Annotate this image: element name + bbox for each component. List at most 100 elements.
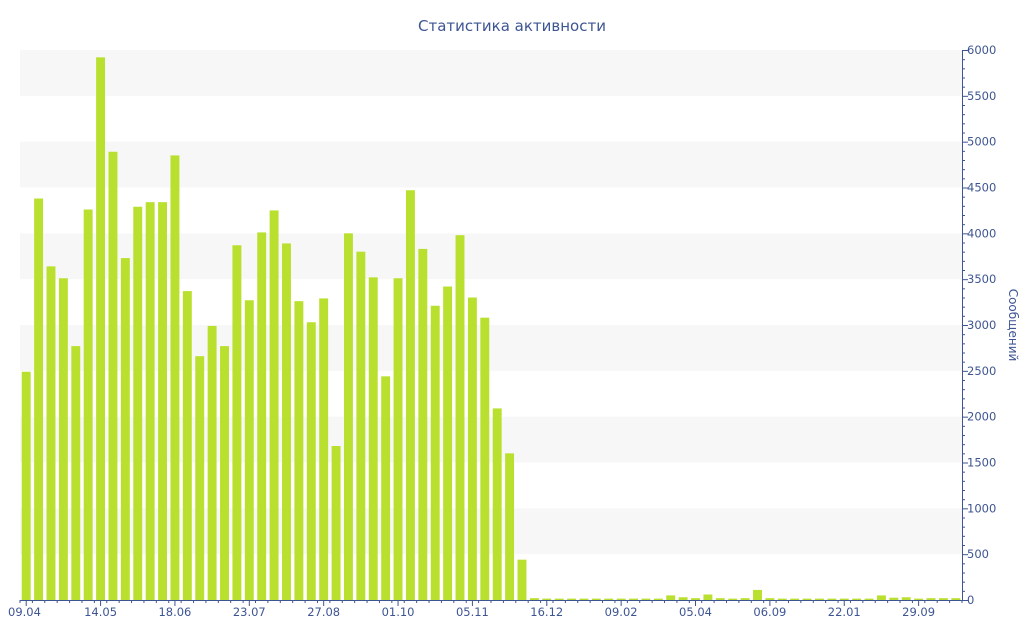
- bar: [133, 206, 143, 600]
- y-tick-label: 4000: [967, 226, 996, 240]
- bar: [21, 371, 31, 600]
- y-tick-label: 2000: [967, 410, 996, 424]
- x-tick-label: 29.09: [902, 605, 935, 619]
- bar: [381, 376, 391, 600]
- bar: [616, 598, 626, 600]
- x-tick-label: 18.06: [158, 605, 191, 619]
- bar: [604, 598, 614, 600]
- bar: [306, 322, 316, 600]
- x-tick-label: 05.11: [456, 605, 489, 619]
- y-tick-label: 4500: [967, 181, 996, 195]
- bar: [554, 598, 564, 600]
- bar: [567, 598, 577, 600]
- x-tick-label: 16.12: [530, 605, 563, 619]
- bar: [914, 598, 924, 600]
- bar: [455, 235, 465, 600]
- bar: [257, 232, 267, 600]
- bar: [83, 209, 93, 600]
- bar: [678, 597, 688, 600]
- bar: [195, 356, 205, 600]
- y-tick-label: 500: [967, 547, 989, 561]
- bar: [71, 346, 81, 600]
- bar: [542, 598, 552, 600]
- bar: [517, 559, 527, 600]
- y-tick-label: 1000: [967, 501, 996, 515]
- y-axis-label: Сообщений: [1006, 289, 1020, 362]
- bar: [220, 346, 229, 600]
- bar: [926, 598, 936, 600]
- x-tick-label: 14.05: [84, 605, 117, 619]
- bar: [740, 598, 750, 600]
- bar: [269, 210, 279, 600]
- bar: [480, 317, 490, 600]
- grid-band: [20, 141, 962, 188]
- bar: [814, 598, 824, 600]
- bar: [170, 155, 180, 600]
- bar: [629, 598, 639, 600]
- chart-title: Статистика активности: [418, 17, 606, 35]
- bar: [691, 598, 700, 600]
- bar: [418, 248, 428, 600]
- bar: [827, 598, 837, 600]
- bar: [938, 598, 948, 600]
- y-tick-label: 0: [967, 593, 974, 607]
- bar: [703, 594, 713, 600]
- axes-group: [19, 50, 968, 606]
- bar: [158, 202, 168, 600]
- bar: [244, 300, 254, 600]
- x-tick-label: 05.04: [679, 605, 712, 619]
- bar: [765, 598, 775, 600]
- bar: [889, 597, 899, 600]
- bar: [505, 453, 515, 600]
- x-tick-label: 09.02: [605, 605, 638, 619]
- bar: [492, 408, 502, 600]
- bar: [715, 598, 725, 600]
- bar: [343, 233, 353, 601]
- x-tick-label: 06.09: [753, 605, 786, 619]
- bar: [368, 277, 378, 600]
- bar: [876, 595, 886, 600]
- bar: [467, 297, 477, 600]
- bar: [802, 598, 812, 600]
- bar: [108, 151, 118, 600]
- bar: [443, 286, 453, 600]
- x-tick-label: 27.08: [307, 605, 340, 619]
- bar: [852, 598, 862, 600]
- bar: [901, 597, 911, 600]
- bar: [120, 258, 130, 600]
- bar: [207, 325, 217, 600]
- y-tick-label: 2500: [967, 364, 996, 378]
- y-tick-label: 5500: [967, 89, 996, 103]
- y-tick-label: 1500: [967, 456, 996, 470]
- bar: [864, 598, 874, 600]
- y-tick-label: 5000: [967, 135, 996, 149]
- bar: [331, 446, 341, 600]
- bar: [641, 598, 651, 600]
- bar: [430, 305, 440, 600]
- bar: [294, 301, 304, 600]
- x-tick-label: 23.07: [233, 605, 266, 619]
- bars-group: [21, 57, 961, 601]
- bar: [753, 589, 762, 600]
- y-tick-label: 3000: [967, 318, 996, 332]
- bar: [839, 598, 849, 600]
- y-tick-label: 3500: [967, 272, 996, 286]
- bar: [145, 202, 155, 600]
- x-tick-labels: 09.04 14.05 18.06 23.07 27.08 01.10 05.11 16.12…: [8, 605, 935, 619]
- bar: [728, 598, 738, 600]
- bar: [405, 190, 415, 600]
- bar: [790, 598, 800, 600]
- bar: [34, 198, 44, 600]
- bar: [58, 278, 68, 600]
- bar: [356, 251, 366, 600]
- y-tick-label: 6000: [967, 43, 996, 57]
- bar: [666, 595, 676, 600]
- x-tick-label: 01.10: [382, 605, 415, 619]
- x-tick-label: 09.04: [8, 605, 41, 619]
- bar: [777, 598, 787, 600]
- bar: [951, 598, 961, 600]
- bar: [232, 245, 242, 600]
- grid-band: [20, 50, 962, 96]
